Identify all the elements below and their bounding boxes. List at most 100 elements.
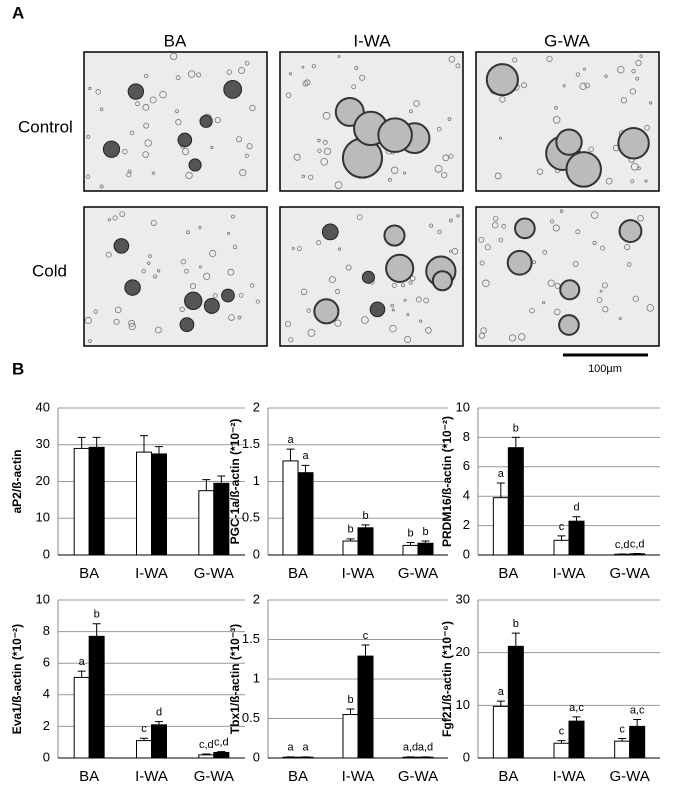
particle	[403, 298, 407, 302]
bar	[282, 460, 299, 556]
particle	[236, 136, 243, 143]
particle	[322, 111, 331, 120]
bar	[507, 447, 524, 556]
y-tick-label: 0	[43, 749, 50, 764]
particle	[547, 279, 555, 287]
particle	[113, 318, 120, 325]
particle	[451, 248, 459, 255]
particle	[296, 246, 302, 252]
bar	[213, 482, 230, 556]
particle	[498, 237, 504, 243]
significance-label: c,d	[199, 739, 214, 751]
y-tick-label: 1	[253, 473, 260, 488]
particle	[415, 296, 422, 303]
particle	[588, 146, 594, 152]
particle	[501, 223, 507, 229]
significance-label: b	[94, 609, 100, 621]
particle	[644, 124, 651, 131]
particle	[575, 229, 581, 235]
bar	[73, 447, 90, 556]
significance-label: a	[498, 686, 505, 698]
bar	[614, 740, 631, 759]
particle	[307, 328, 316, 337]
particle	[105, 251, 112, 258]
particle	[635, 76, 640, 81]
x-tick-label: I-WA	[135, 565, 168, 582]
particle	[552, 116, 561, 124]
x-tick-label: I-WA	[553, 768, 586, 785]
y-tick-label: 6	[463, 458, 470, 473]
droplet	[383, 224, 406, 247]
droplet	[565, 151, 602, 188]
particle	[449, 218, 453, 223]
particle	[601, 282, 608, 289]
significance-label: a,d	[418, 742, 433, 754]
particle	[602, 306, 609, 313]
particle	[232, 244, 238, 250]
error-bar	[92, 436, 101, 448]
bar	[492, 497, 509, 556]
particle	[151, 171, 156, 175]
particle	[143, 73, 149, 79]
bar	[213, 751, 230, 759]
cell	[188, 158, 202, 172]
significance-label: b	[362, 510, 368, 522]
particle	[226, 231, 231, 235]
particle	[300, 288, 308, 296]
x-tick-label: BA	[498, 768, 518, 785]
particle	[190, 283, 197, 290]
significance-label: a	[302, 450, 309, 462]
y-tick-label: 20	[36, 473, 50, 488]
particle	[508, 334, 517, 342]
y-tick-label: 0	[463, 546, 470, 561]
error-bar	[217, 475, 226, 484]
bar	[342, 540, 359, 556]
bar	[492, 705, 509, 759]
bar	[297, 756, 314, 759]
particle	[632, 295, 639, 302]
particle	[180, 259, 186, 265]
y-tick-label: 1.5	[242, 436, 260, 451]
particle	[391, 308, 395, 312]
particle	[484, 244, 491, 251]
y-tick-label: 10	[456, 697, 470, 712]
error-bar	[557, 740, 566, 744]
particle	[169, 52, 178, 61]
particle	[128, 319, 136, 327]
particle	[572, 261, 579, 267]
scale-label: 100µm	[588, 363, 622, 375]
bar	[417, 542, 434, 556]
bar	[402, 544, 419, 556]
particle	[175, 119, 182, 126]
particle	[231, 214, 236, 219]
particle	[455, 63, 461, 69]
y-axis-label: Eva1/ß-actin (*10⁻²)	[10, 624, 24, 734]
particle	[320, 157, 329, 166]
error-bar	[511, 436, 520, 448]
particle	[559, 209, 564, 213]
particle	[244, 60, 250, 66]
particle	[335, 289, 341, 294]
micrograph	[83, 206, 268, 347]
particle	[181, 147, 190, 156]
y-tick-label: 0.5	[242, 710, 260, 725]
significance-label: c	[363, 630, 369, 642]
particle	[583, 67, 587, 71]
particle	[529, 307, 535, 314]
particle	[636, 166, 641, 171]
significance-label: c	[141, 723, 147, 735]
y-tick-label: 6	[43, 655, 50, 670]
particle	[99, 184, 104, 189]
particle	[437, 229, 442, 235]
particle	[144, 139, 152, 147]
particle	[494, 172, 502, 180]
particle	[391, 282, 397, 288]
particle	[322, 139, 328, 145]
particle	[635, 59, 642, 67]
droplet	[558, 314, 580, 336]
row-label: Cold	[32, 261, 67, 280]
particle	[554, 308, 561, 316]
droplet	[485, 63, 519, 97]
significance-label: c	[619, 723, 625, 735]
significance-label: a,c	[569, 702, 584, 714]
